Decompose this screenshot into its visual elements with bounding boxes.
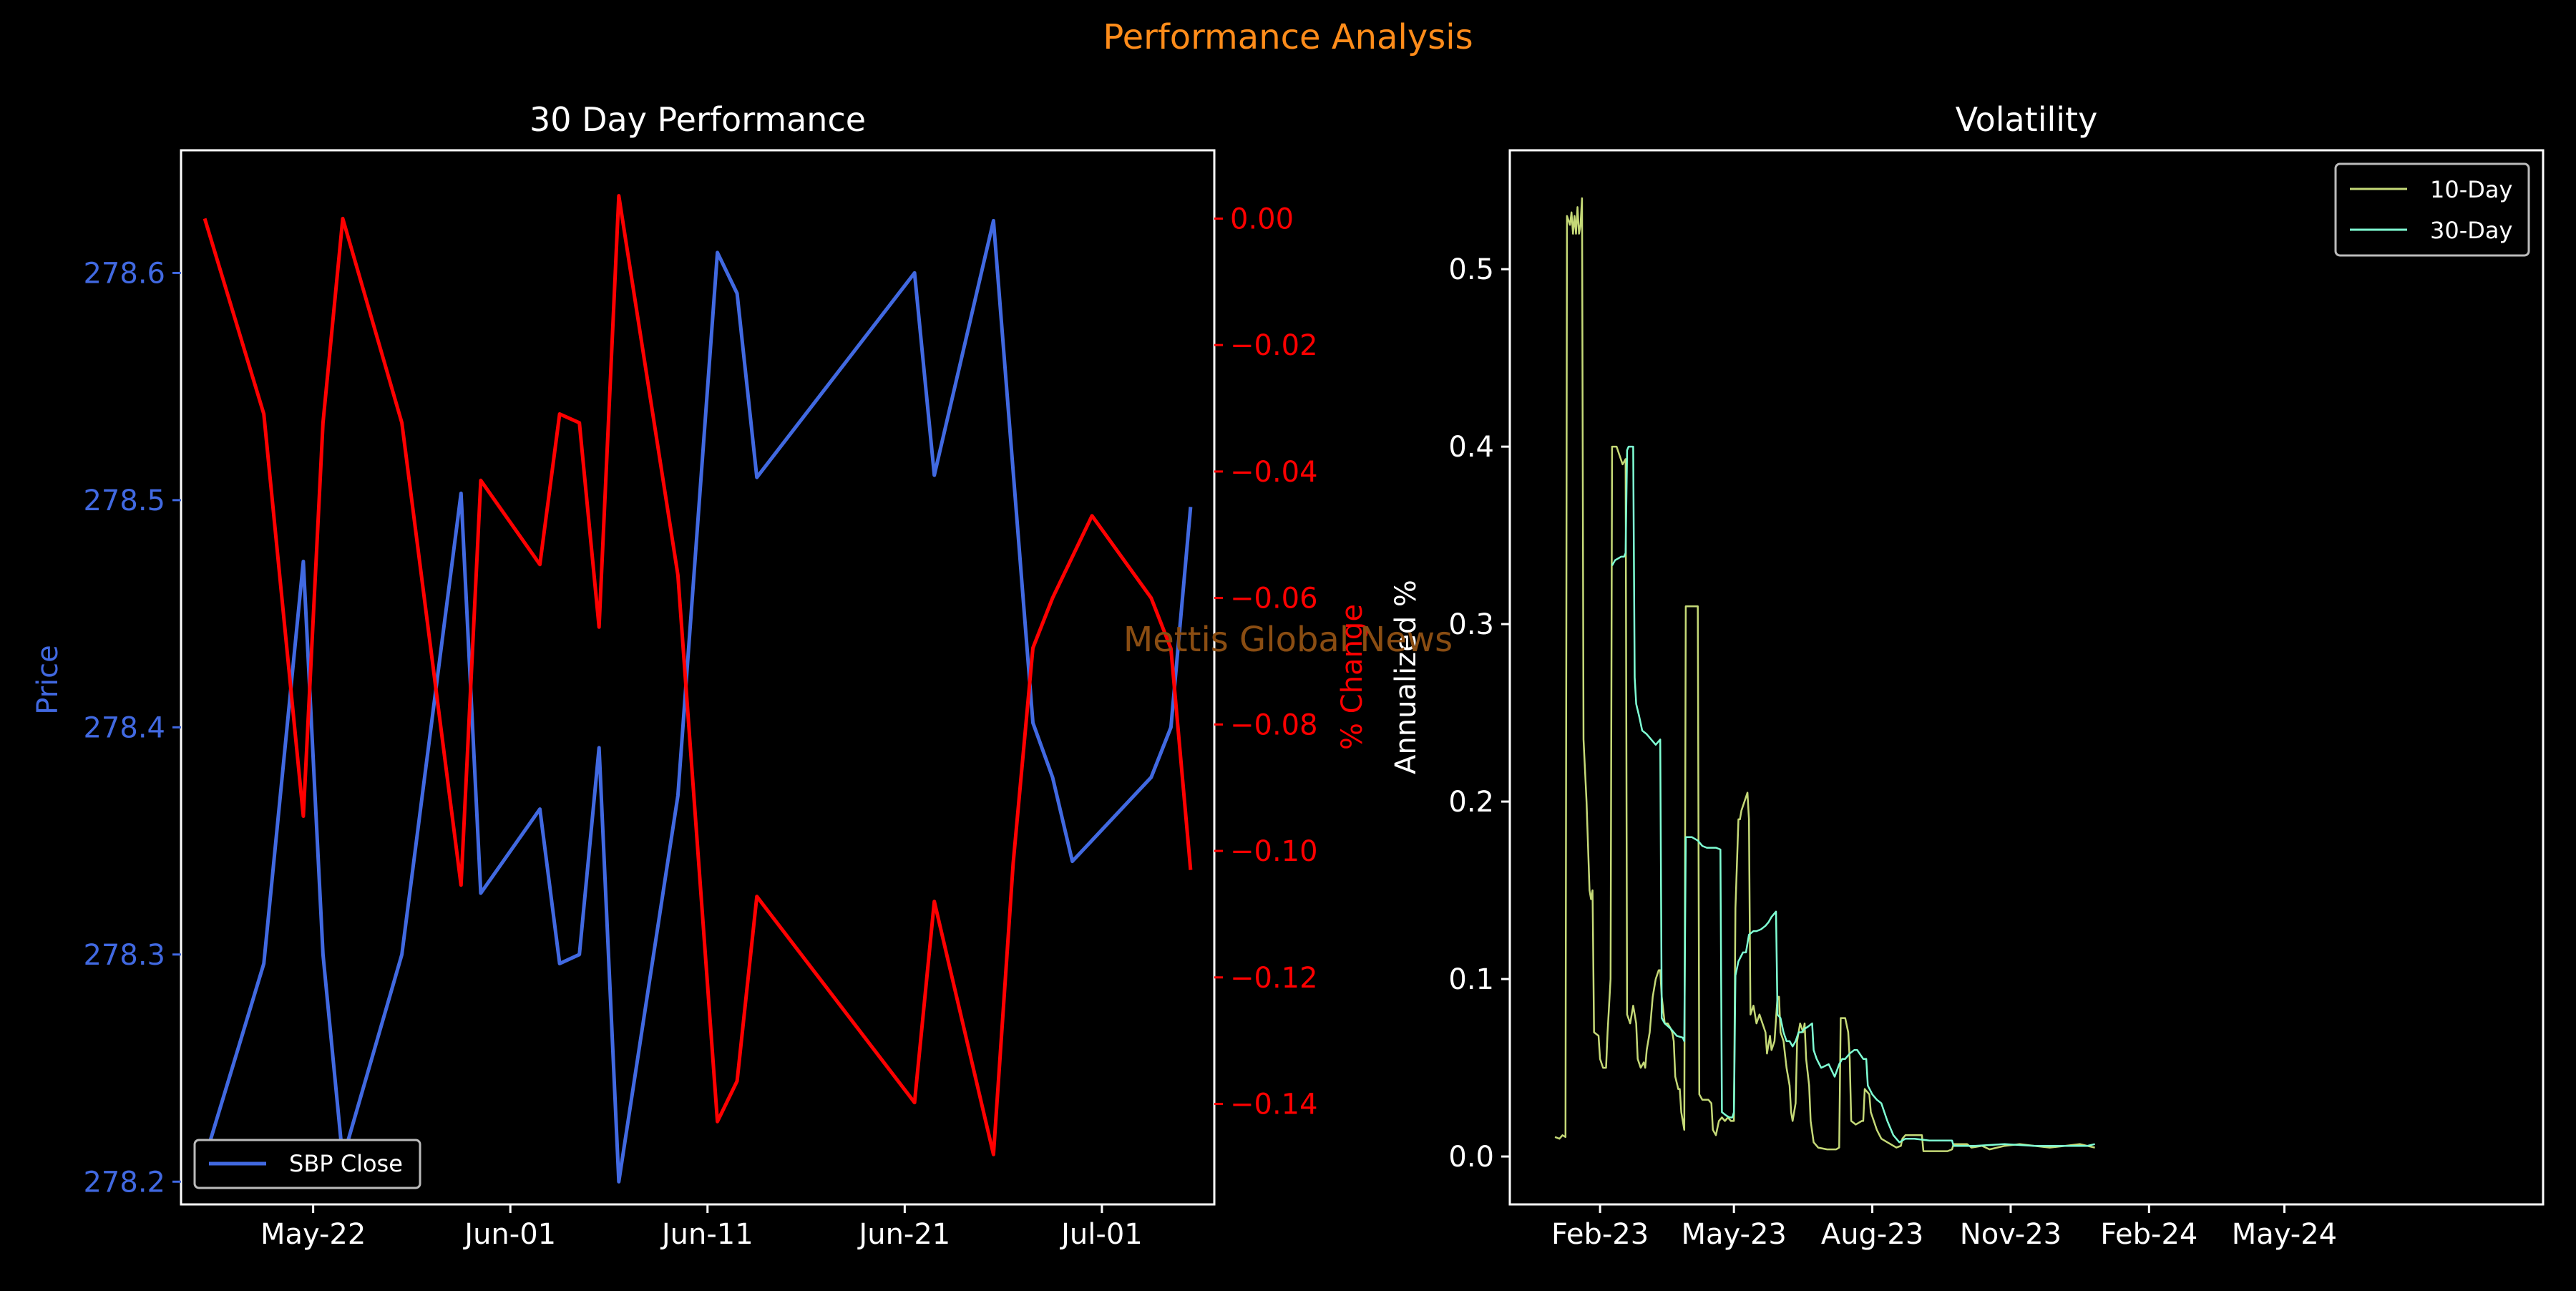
volatility-plot-frame — [1508, 149, 2545, 1206]
x-tick-label: Feb-24 — [2100, 1218, 2197, 1251]
figure-suptitle: Performance Analysis — [1103, 17, 1473, 57]
y-tick-label: 0.2 — [1448, 786, 1494, 819]
performance-plot-area — [203, 194, 1193, 1184]
volatility-y-axis-label: Annualized % — [1390, 580, 1423, 774]
x-tick-label: Jul-01 — [1059, 1218, 1143, 1251]
volatility-legend: 10-Day 30-Day — [2334, 162, 2530, 257]
performance-chart-title: 30 Day Performance — [530, 100, 866, 139]
x-tick-label: Nov-23 — [1960, 1218, 2062, 1251]
performance-legend: SBP Close — [193, 1139, 421, 1189]
x-tick-label: May-22 — [260, 1218, 366, 1251]
y-tick-label: 0.5 — [1448, 253, 1494, 286]
change-tick-label: −0.12 — [1230, 962, 1318, 995]
legend-sbp-close-label: SBP Close — [289, 1150, 403, 1177]
price-tick-label: 278.2 — [83, 1166, 165, 1199]
price-axis-label: Price — [31, 645, 64, 715]
volatility-plot-area — [1554, 197, 2095, 1152]
change-tick-label: −0.06 — [1230, 583, 1318, 615]
performance-change-axis: 0.00 −0.02 −0.04 −0.06 −0.08 −0.10 −0.12 −0.14 — [1214, 203, 1318, 1121]
legend-10-day-label: 10-Day — [2430, 176, 2512, 203]
performance-x-axis: May-22 Jun-01 Jun-11 Jun-21 Jul-01 — [260, 1204, 1143, 1251]
change-tick-label: −0.08 — [1230, 708, 1318, 741]
change-axis-label: % Change — [1336, 604, 1369, 750]
y-tick-label: 0.0 — [1448, 1141, 1494, 1174]
price-tick-label: 278.6 — [83, 257, 165, 290]
x-tick-label: Jun-21 — [857, 1218, 950, 1251]
y-tick-label: 0.1 — [1448, 963, 1494, 996]
change-tick-label: −0.04 — [1230, 456, 1318, 489]
performance-plot-frame — [180, 149, 1216, 1206]
volatility-y-axis: 0.0 0.1 0.2 0.3 0.4 0.5 — [1448, 253, 1510, 1174]
volatility-chart-title: Volatility — [1956, 100, 2098, 139]
performance-legend-box — [193, 1139, 421, 1189]
x-tick-label: Jun-01 — [462, 1218, 556, 1251]
volatility-x-axis: Feb-23 May-23 Aug-23 Nov-23 Feb-24 May-24 — [1551, 1204, 2337, 1251]
performance-price-axis: 278.2 278.3 278.4 278.5 278.6 — [83, 257, 181, 1199]
watermark-text: Mettis Global News — [1123, 620, 1453, 660]
volatility-chart: Volatility Feb-23 May-23 Aug-23 Nov-23 Feb-2… — [1390, 100, 2545, 1251]
change-tick-label: −0.10 — [1230, 835, 1318, 868]
x-tick-label: May-24 — [2232, 1218, 2337, 1251]
volatility-30-day-line — [1611, 445, 2095, 1147]
change-tick-label: −0.02 — [1230, 329, 1318, 362]
x-tick-label: May-23 — [1682, 1218, 1787, 1251]
price-line — [203, 218, 1193, 1184]
percent-change-line — [203, 194, 1193, 1156]
price-tick-label: 278.5 — [83, 484, 165, 517]
legend-30-day-label: 30-Day — [2430, 217, 2512, 244]
volatility-legend-box — [2334, 162, 2530, 257]
x-tick-label: Aug-23 — [1821, 1218, 1923, 1251]
x-tick-label: Feb-23 — [1551, 1218, 1649, 1251]
y-tick-label: 0.3 — [1448, 608, 1494, 641]
price-tick-label: 278.3 — [83, 939, 165, 972]
change-tick-label: 0.00 — [1230, 203, 1294, 235]
volatility-10-day-line — [1554, 197, 2095, 1152]
price-tick-label: 278.4 — [83, 711, 165, 744]
change-tick-label: −0.14 — [1230, 1088, 1318, 1121]
y-tick-label: 0.4 — [1448, 431, 1494, 464]
performance-chart: 30 Day Performance May-22 Jun-01 Jun-11 Jun… — [31, 100, 1369, 1251]
x-tick-label: Jun-11 — [660, 1218, 753, 1251]
